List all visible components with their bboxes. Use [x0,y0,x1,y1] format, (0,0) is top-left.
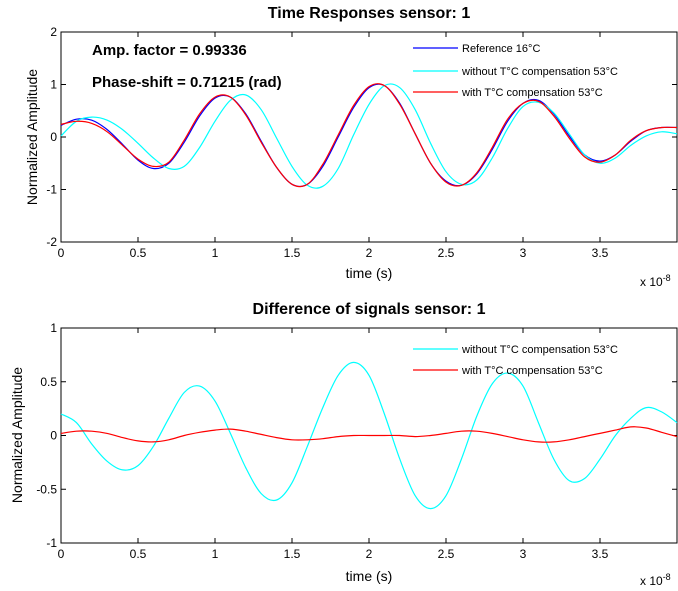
difference-chart: Difference of signals sensor: 1 0 0.5 1 1.5… [9,301,678,588]
y-tick-label: 0 [50,429,57,443]
x-tick-label: 0.5 [130,547,147,561]
x-multiplier-exponent: -8 [663,572,671,582]
x-multiplier-base: x 10 [640,275,663,289]
x-tick-label: 1 [212,547,219,561]
series-line-0 [60,361,678,510]
x-multiplier-base: x 10 [640,574,663,588]
x-tick-label: 2 [366,246,373,260]
legend: without T°C compensation 53°C with T°C c… [413,344,618,377]
time-responses-chart: Time Responses sensor: 1 0 0.5 1 1.5 2 2.5 3 3.… [24,5,678,289]
x-tick-label: 3 [520,246,527,260]
x-tick-label: 2 [366,547,373,561]
x-tick-label: 2.5 [438,547,455,561]
plot-area [60,31,678,243]
y-tick-label: 1 [50,78,57,92]
y-tick-label: -1 [46,536,57,550]
phase-shift-annotation: Phase-shift = 0.71215 (rad) [92,74,282,91]
x-tick-label: 1.5 [284,246,301,260]
x-tick-label: 0 [58,246,65,260]
x-axis-label: time (s) [346,568,393,584]
axis-ticks: 0 0.5 1 1.5 2 2.5 3 3.5 -2 -1 0 1 2 [46,25,677,260]
x-tick-label: 3.5 [592,547,609,561]
series-lines [60,83,678,189]
x-tick-label: 3 [520,547,527,561]
amp-factor-annotation: Amp. factor = 0.99336 [92,42,247,59]
y-tick-label: 0 [50,130,57,144]
x-tick-label: 1.5 [284,547,301,561]
y-tick-label: 0.5 [40,375,57,389]
legend-entry-with-compensation: with T°C compensation 53°C [461,365,603,377]
chart-title: Difference of signals sensor: 1 [253,301,486,318]
x-axis-multiplier: x 10-8 [640,572,671,588]
y-axis-label: Normalized Amplitude [9,367,25,503]
legend-entry-without-compensation: without T°C compensation 53°C [461,344,618,356]
x-tick-label: 1 [212,246,219,260]
x-tick-label: 0 [58,547,65,561]
y-axis-label: Normalized Amplitude [24,69,40,205]
x-axis-label: time (s) [346,265,393,281]
axis-ticks: 0 0.5 1 1.5 2 2.5 3 3.5 -1 -0.5 0 0.5 1 [36,321,677,561]
y-tick-label: -1 [46,183,57,197]
y-tick-label: -2 [46,235,57,249]
x-tick-label: 3.5 [592,246,609,260]
y-tick-label: -0.5 [36,482,57,496]
series-line-1 [60,83,678,189]
series-line-2 [60,83,678,188]
legend-entry-without-compensation: without T°C compensation 53°C [461,66,618,78]
series-lines [60,361,678,510]
x-tick-label: 2.5 [438,246,455,260]
series-line-1 [60,426,678,443]
legend-entry-reference: Reference 16°C [462,43,540,55]
y-tick-label: 2 [50,25,57,39]
legend: Reference 16°C without T°C compensation … [413,43,618,99]
y-tick-label: 1 [50,321,57,335]
x-axis-multiplier: x 10-8 [640,273,671,289]
chart-title: Time Responses sensor: 1 [268,5,471,22]
x-tick-label: 0.5 [130,246,147,260]
x-multiplier-exponent: -8 [663,273,671,283]
legend-entry-with-compensation: with T°C compensation 53°C [461,87,603,99]
